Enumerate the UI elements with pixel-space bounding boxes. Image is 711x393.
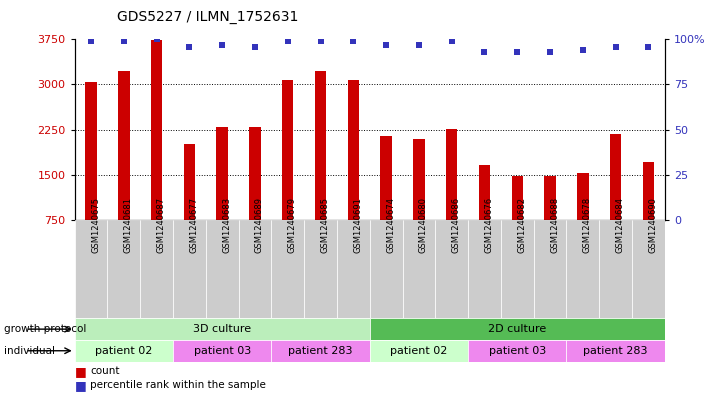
Bar	[205, 220, 239, 318]
Text: percentile rank within the sample: percentile rank within the sample	[90, 380, 266, 390]
Point	[85, 38, 97, 44]
Bar	[468, 340, 567, 362]
Text: GSM1240679: GSM1240679	[288, 197, 296, 253]
Point	[446, 38, 457, 44]
Point	[413, 42, 424, 48]
Text: GSM1240689: GSM1240689	[255, 197, 264, 253]
Text: GSM1240682: GSM1240682	[518, 197, 526, 253]
Bar	[632, 220, 665, 318]
Bar	[370, 220, 402, 318]
Bar	[282, 80, 294, 220]
Bar	[216, 127, 228, 220]
Bar	[272, 340, 370, 362]
Text: GSM1240681: GSM1240681	[124, 197, 133, 253]
Bar	[75, 318, 370, 340]
Point	[479, 49, 490, 55]
Bar	[272, 220, 304, 318]
Text: GSM1240685: GSM1240685	[321, 197, 329, 253]
Bar	[304, 220, 337, 318]
Bar	[479, 165, 490, 220]
Text: GSM1240675: GSM1240675	[91, 197, 100, 253]
Text: patient 283: patient 283	[583, 346, 648, 356]
Point	[250, 43, 261, 50]
Text: GSM1240684: GSM1240684	[616, 197, 624, 253]
Bar	[511, 176, 523, 220]
Point	[512, 49, 523, 55]
Bar	[315, 71, 326, 220]
Bar	[567, 340, 665, 362]
Bar	[643, 162, 654, 220]
Bar	[107, 220, 140, 318]
Point	[643, 43, 654, 50]
Point	[151, 36, 162, 42]
Bar	[183, 143, 195, 220]
Bar	[413, 140, 424, 220]
Bar	[75, 220, 107, 318]
Text: ■: ■	[75, 378, 87, 392]
Point	[348, 38, 359, 44]
Text: 2D culture: 2D culture	[488, 324, 546, 334]
Bar	[468, 220, 501, 318]
Point	[183, 43, 195, 50]
Text: GSM1240674: GSM1240674	[386, 197, 395, 253]
Bar	[85, 82, 97, 220]
Point	[118, 38, 129, 44]
Text: GSM1240680: GSM1240680	[419, 197, 428, 253]
Bar	[337, 220, 370, 318]
Bar	[151, 40, 162, 220]
Bar	[370, 340, 468, 362]
Bar	[545, 176, 556, 220]
Point	[577, 47, 589, 53]
Point	[315, 38, 326, 44]
Bar	[250, 127, 261, 220]
Bar	[567, 220, 599, 318]
Bar	[173, 340, 272, 362]
Bar	[577, 173, 589, 220]
Bar	[435, 220, 468, 318]
Point	[282, 38, 294, 44]
Bar	[446, 129, 457, 220]
Bar	[402, 220, 435, 318]
Bar	[173, 220, 205, 318]
Bar	[380, 136, 392, 220]
Text: GSM1240687: GSM1240687	[156, 197, 166, 253]
Text: GSM1240676: GSM1240676	[484, 197, 493, 253]
Text: GSM1240683: GSM1240683	[222, 197, 231, 253]
Text: count: count	[90, 366, 119, 376]
Point	[610, 43, 621, 50]
Text: GSM1240678: GSM1240678	[583, 197, 592, 253]
Bar	[348, 80, 359, 220]
Point	[216, 42, 228, 48]
Bar	[118, 71, 129, 220]
Bar	[599, 220, 632, 318]
Text: patient 02: patient 02	[95, 346, 153, 356]
Text: patient 03: patient 03	[193, 346, 251, 356]
Bar	[140, 220, 173, 318]
Text: GDS5227 / ILMN_1752631: GDS5227 / ILMN_1752631	[117, 9, 299, 24]
Bar	[534, 220, 567, 318]
Text: GSM1240691: GSM1240691	[353, 197, 363, 253]
Text: ■: ■	[75, 365, 87, 378]
Text: growth protocol: growth protocol	[4, 324, 86, 334]
Text: patient 283: patient 283	[288, 346, 353, 356]
Bar	[501, 220, 534, 318]
Point	[380, 42, 392, 48]
Text: GSM1240688: GSM1240688	[550, 197, 559, 253]
Bar	[239, 220, 272, 318]
Text: GSM1240677: GSM1240677	[189, 197, 198, 253]
Text: GSM1240690: GSM1240690	[648, 197, 658, 253]
Text: GSM1240686: GSM1240686	[451, 197, 461, 253]
Text: 3D culture: 3D culture	[193, 324, 251, 334]
Text: individual: individual	[4, 346, 55, 356]
Text: patient 02: patient 02	[390, 346, 448, 356]
Bar	[610, 134, 621, 220]
Point	[545, 49, 556, 55]
Bar	[370, 318, 665, 340]
Bar	[75, 340, 173, 362]
Text: patient 03: patient 03	[488, 346, 546, 356]
